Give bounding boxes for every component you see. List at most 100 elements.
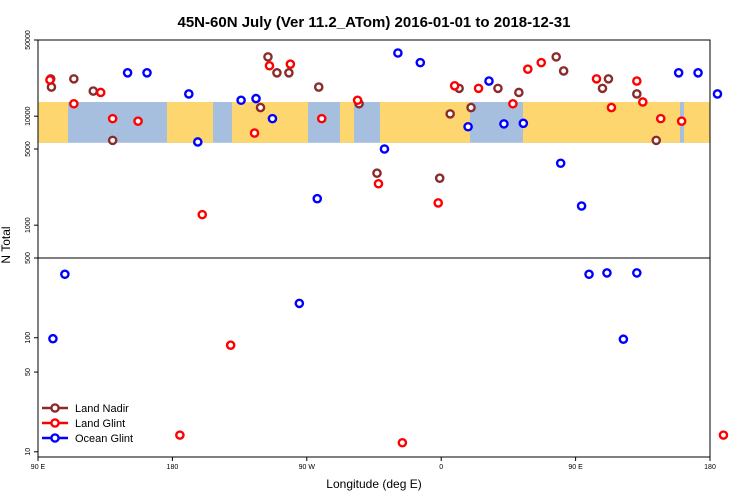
series-ocean-glint xyxy=(48,48,723,345)
land-nadir-point xyxy=(551,52,561,62)
ocean-glint-point xyxy=(294,298,305,309)
ocean-glint-point xyxy=(393,48,403,58)
ocean-glint-point xyxy=(584,269,594,280)
land-nadir-point xyxy=(372,168,382,178)
land-mass-0 xyxy=(38,101,68,143)
ocean-glint-point xyxy=(142,68,152,78)
chart-title: 45N-60N July (Ver 11.2_ATom) 2016-01-01 … xyxy=(178,14,571,31)
land-glint-point xyxy=(638,97,648,107)
land-glint-point xyxy=(249,128,260,138)
ocean-glint-point xyxy=(499,119,509,129)
land-nadir-point xyxy=(466,102,476,113)
y-upper-tick-label: 10000 xyxy=(25,106,32,126)
land-nadir-point xyxy=(651,135,662,146)
legend-label-land-nadir: Land Nadir xyxy=(75,403,129,415)
ocean-glint-point xyxy=(122,68,133,78)
land-glint-point xyxy=(655,113,666,124)
map-land xyxy=(38,101,710,143)
y-lower-tick-label: 100 xyxy=(25,332,32,344)
land-nadir-point xyxy=(514,87,524,98)
x-tick-label: 0 xyxy=(439,464,443,471)
land-nadir-point xyxy=(272,68,282,78)
land-nadir-point xyxy=(603,74,614,84)
ocean-glint-point xyxy=(632,268,642,278)
land-nadir-point xyxy=(313,82,324,92)
land-glint-point xyxy=(433,198,444,208)
land-glint-point xyxy=(264,60,275,71)
land-glint-point xyxy=(316,113,327,124)
y-upper-tick-label: 1000 xyxy=(25,217,32,233)
land-glint-point xyxy=(632,76,642,86)
ocean-glint-point xyxy=(267,113,278,124)
legend: Land Nadir Land Glint Ocean Glint xyxy=(42,403,133,445)
land-glint-point xyxy=(473,83,484,94)
legend-label-ocean-glint: Ocean Glint xyxy=(75,433,133,445)
y-lower-tick-label: 500 xyxy=(25,252,32,264)
land-nadir-point xyxy=(107,135,118,146)
legend-label-land-glint: Land Glint xyxy=(75,418,125,430)
y-upper-tick-label: 5000 xyxy=(25,141,32,157)
legend-marker-land-glint xyxy=(50,418,60,428)
series-land-glint xyxy=(45,57,729,448)
x-axis-title: Longitude (deg E) xyxy=(326,477,421,491)
land-glint-point xyxy=(591,74,602,84)
ocean-glint-point xyxy=(60,269,70,280)
land-glint-point xyxy=(45,75,55,85)
x-tick-label: 180 xyxy=(167,464,179,471)
ocean-glint-point xyxy=(673,68,684,78)
land-mass-5 xyxy=(523,101,680,143)
land-nadir-point xyxy=(284,68,294,78)
land-nadir-point xyxy=(597,83,608,94)
land-glint-point xyxy=(352,95,363,106)
land-glint-point xyxy=(373,178,384,189)
land-nadir-point xyxy=(558,66,569,76)
y-axis-upper: 50000 10000 5000 1000 xyxy=(25,30,38,233)
ocean-glint-point xyxy=(618,334,629,345)
land-glint-point xyxy=(133,116,143,126)
y-lower-tick-label: 10 xyxy=(25,448,32,456)
land-glint-point xyxy=(95,87,106,98)
ocean-glint-point xyxy=(712,89,723,99)
x-tick-label: 90 E xyxy=(568,464,583,471)
legend-marker-land-nadir xyxy=(50,403,60,413)
land-glint-point xyxy=(606,102,617,113)
land-glint-point xyxy=(718,430,729,440)
land-glint-point xyxy=(397,437,408,448)
y-axis-title: N Total xyxy=(0,226,13,263)
land-nadir-point xyxy=(434,173,445,183)
ocean-glint-point xyxy=(693,68,703,78)
plot-border xyxy=(37,39,711,458)
plot-frames xyxy=(37,39,711,458)
land-nadir-point xyxy=(632,89,642,99)
land-mass-1 xyxy=(167,101,213,143)
land-glint-point xyxy=(536,57,547,68)
land-mass-6 xyxy=(684,101,710,143)
land-glint-point xyxy=(197,209,208,220)
map-band xyxy=(38,101,710,143)
ocean-glint-point xyxy=(236,95,246,106)
x-tick-label: 90 E xyxy=(31,464,46,471)
series-land-nadir xyxy=(45,52,662,183)
ocean-glint-point xyxy=(251,93,261,104)
land-mass-4 xyxy=(380,101,470,143)
land-glint-point xyxy=(523,64,533,74)
land-glint-point xyxy=(69,98,79,109)
land-glint-point xyxy=(285,59,296,69)
ocean-glint-point xyxy=(484,76,494,86)
data-points xyxy=(45,48,729,448)
x-axis: 90 E 180 90 W 0 90 E 180 xyxy=(31,457,716,471)
ocean-glint-point xyxy=(184,89,194,99)
land-glint-point xyxy=(107,113,118,124)
land-nadir-point xyxy=(69,74,79,84)
ocean-glint-point xyxy=(48,333,58,344)
ocean-glint-point xyxy=(312,193,323,204)
land-nadir-point xyxy=(255,102,266,113)
y-axis-lower: 500 100 50 10 xyxy=(25,252,38,456)
y-upper-tick-label: 50000 xyxy=(25,30,32,50)
land-mass-3 xyxy=(340,101,354,143)
land-nadir-point xyxy=(88,86,99,96)
land-glint-point xyxy=(508,98,518,109)
ocean-glint-point xyxy=(415,57,426,68)
land-nadir-point xyxy=(445,109,455,119)
